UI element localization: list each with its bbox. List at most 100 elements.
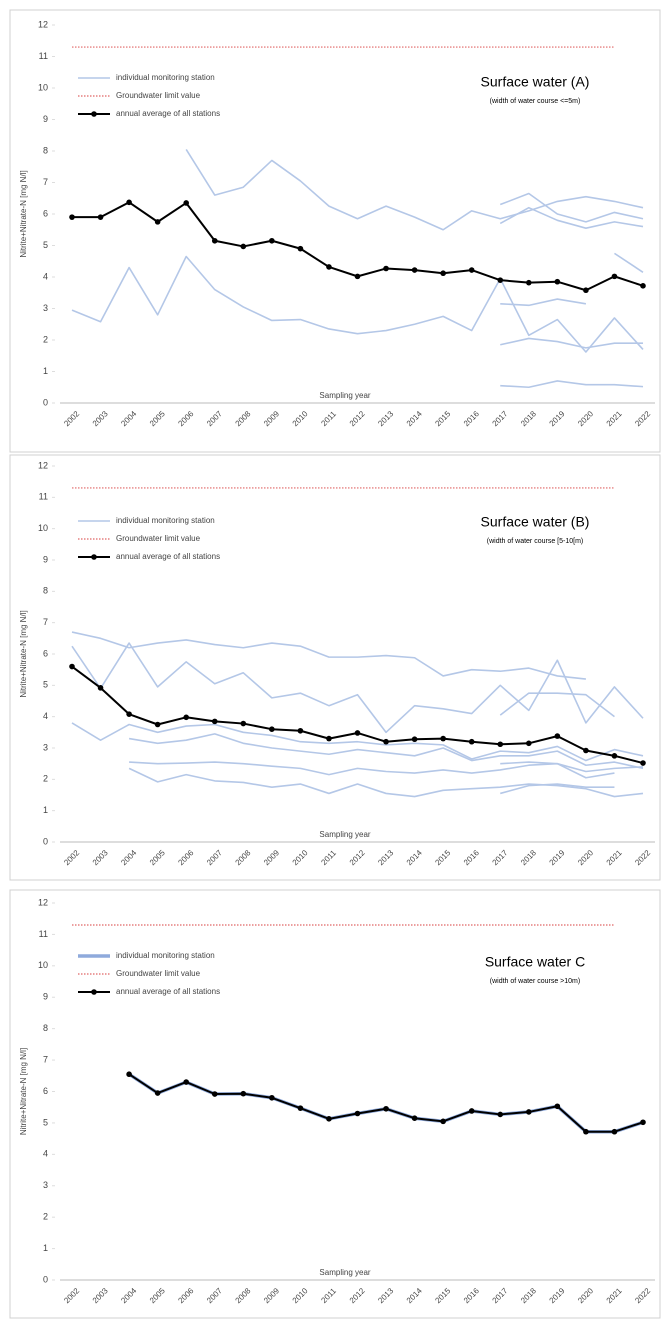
data-point [611,1128,618,1135]
x-tick-label: 2011 [319,409,338,428]
chart-subtitle: (width of water course >10m) [490,978,580,985]
data-point [411,736,418,743]
data-point [383,265,389,272]
data-point [354,1110,361,1117]
y-tick-label: 4 [43,271,48,281]
legend-label: Groundwater limit value [116,534,201,543]
y-axis-label: Nitrite+Nitrate-N [mg N/l] [19,610,28,697]
data-point [211,718,218,725]
data-point [240,720,247,727]
y-tick-label: 2 [43,1212,48,1222]
legend-label: individual monitoring station [116,73,215,82]
data-point [211,1091,218,1097]
x-axis-label: Sampling year [319,830,370,839]
legend-label: Groundwater limit value [116,91,201,100]
data-point [526,1109,532,1115]
series-line [71,631,586,680]
data-point [411,267,418,273]
legend-marker [91,111,97,117]
x-tick-label: 2005 [148,848,167,867]
data-point [497,277,504,283]
x-tick-label: 2019 [548,1286,567,1305]
y-axis-label: Nitrite+Nitrate-N [mg N/l] [19,170,28,257]
data-point [468,267,475,273]
x-tick-label: 2013 [376,848,395,867]
chart-title: Surface water (B) [481,514,590,530]
series-line [499,692,615,718]
y-tick-label: 5 [43,680,48,690]
x-tick-label: 2003 [91,848,110,867]
series-line [128,733,644,770]
x-tick-label: 2018 [519,409,538,428]
y-tick-label: 12 [38,460,48,470]
x-tick-label: 2022 [633,848,652,867]
data-point [69,214,75,220]
y-axis-label: Nitrite+Nitrate-N [mg N/l] [19,1048,28,1135]
data-point [554,278,561,285]
legend-label: individual monitoring station [116,951,215,960]
legend-label: individual monitoring station [116,516,215,525]
x-tick-label: 2011 [319,1286,338,1305]
data-point [440,1118,446,1125]
data-point [269,1094,275,1101]
x-tick-label: 2018 [519,848,538,867]
y-tick-label: 6 [43,648,48,658]
data-point [554,1103,561,1110]
y-tick-label: 10 [38,523,48,533]
series-line [71,665,644,765]
data-point [126,711,132,717]
x-tick-label: 2008 [234,409,253,428]
x-tick-label: 2009 [262,409,281,428]
x-tick-label: 2004 [119,848,138,867]
y-tick-label: 8 [43,586,48,596]
data-point [640,1119,646,1126]
y-tick-label: 10 [38,960,48,970]
x-tick-label: 2012 [348,409,367,428]
data-point [154,721,161,728]
data-point [583,747,589,754]
data-point [126,199,132,206]
legend-marker [91,989,97,995]
data-point [497,741,504,748]
x-tick-label: 2019 [548,848,567,867]
x-tick-label: 2005 [148,409,167,428]
y-tick-label: 3 [43,303,48,313]
panel-frame [9,9,661,453]
series-line [71,642,644,734]
series-line [499,206,644,229]
y-tick-label: 2 [43,774,48,784]
data-point [240,243,247,250]
y-tick-label: 12 [38,19,48,29]
y-tick-label: 3 [43,1180,48,1190]
panel-frame [9,889,661,1319]
x-tick-label: 2010 [291,409,310,428]
data-point [611,273,618,280]
data-point [468,1108,475,1114]
x-tick-label: 2017 [490,409,509,428]
series-line [71,722,644,762]
data-point [383,1105,389,1112]
y-tick-label: 11 [39,51,48,61]
data-point [583,287,589,294]
x-tick-label: 2009 [262,848,281,867]
series-line [499,192,644,223]
x-tick-label: 2016 [462,848,481,867]
data-point [297,1105,304,1111]
y-tick-label: 0 [43,397,48,407]
data-point [468,738,475,745]
x-tick-label: 2007 [205,1286,224,1305]
data-point [269,237,275,244]
x-tick-label: 2009 [262,1286,281,1305]
x-tick-label: 2019 [548,409,567,428]
y-tick-label: 6 [43,208,48,218]
data-point [411,1115,418,1122]
x-tick-label: 2004 [119,1286,138,1305]
series-line [500,337,643,349]
data-point [497,1111,504,1118]
series-line [128,1073,644,1133]
y-tick-label: 11 [39,492,48,502]
data-point [611,753,618,759]
x-tick-label: 2013 [376,1286,395,1305]
